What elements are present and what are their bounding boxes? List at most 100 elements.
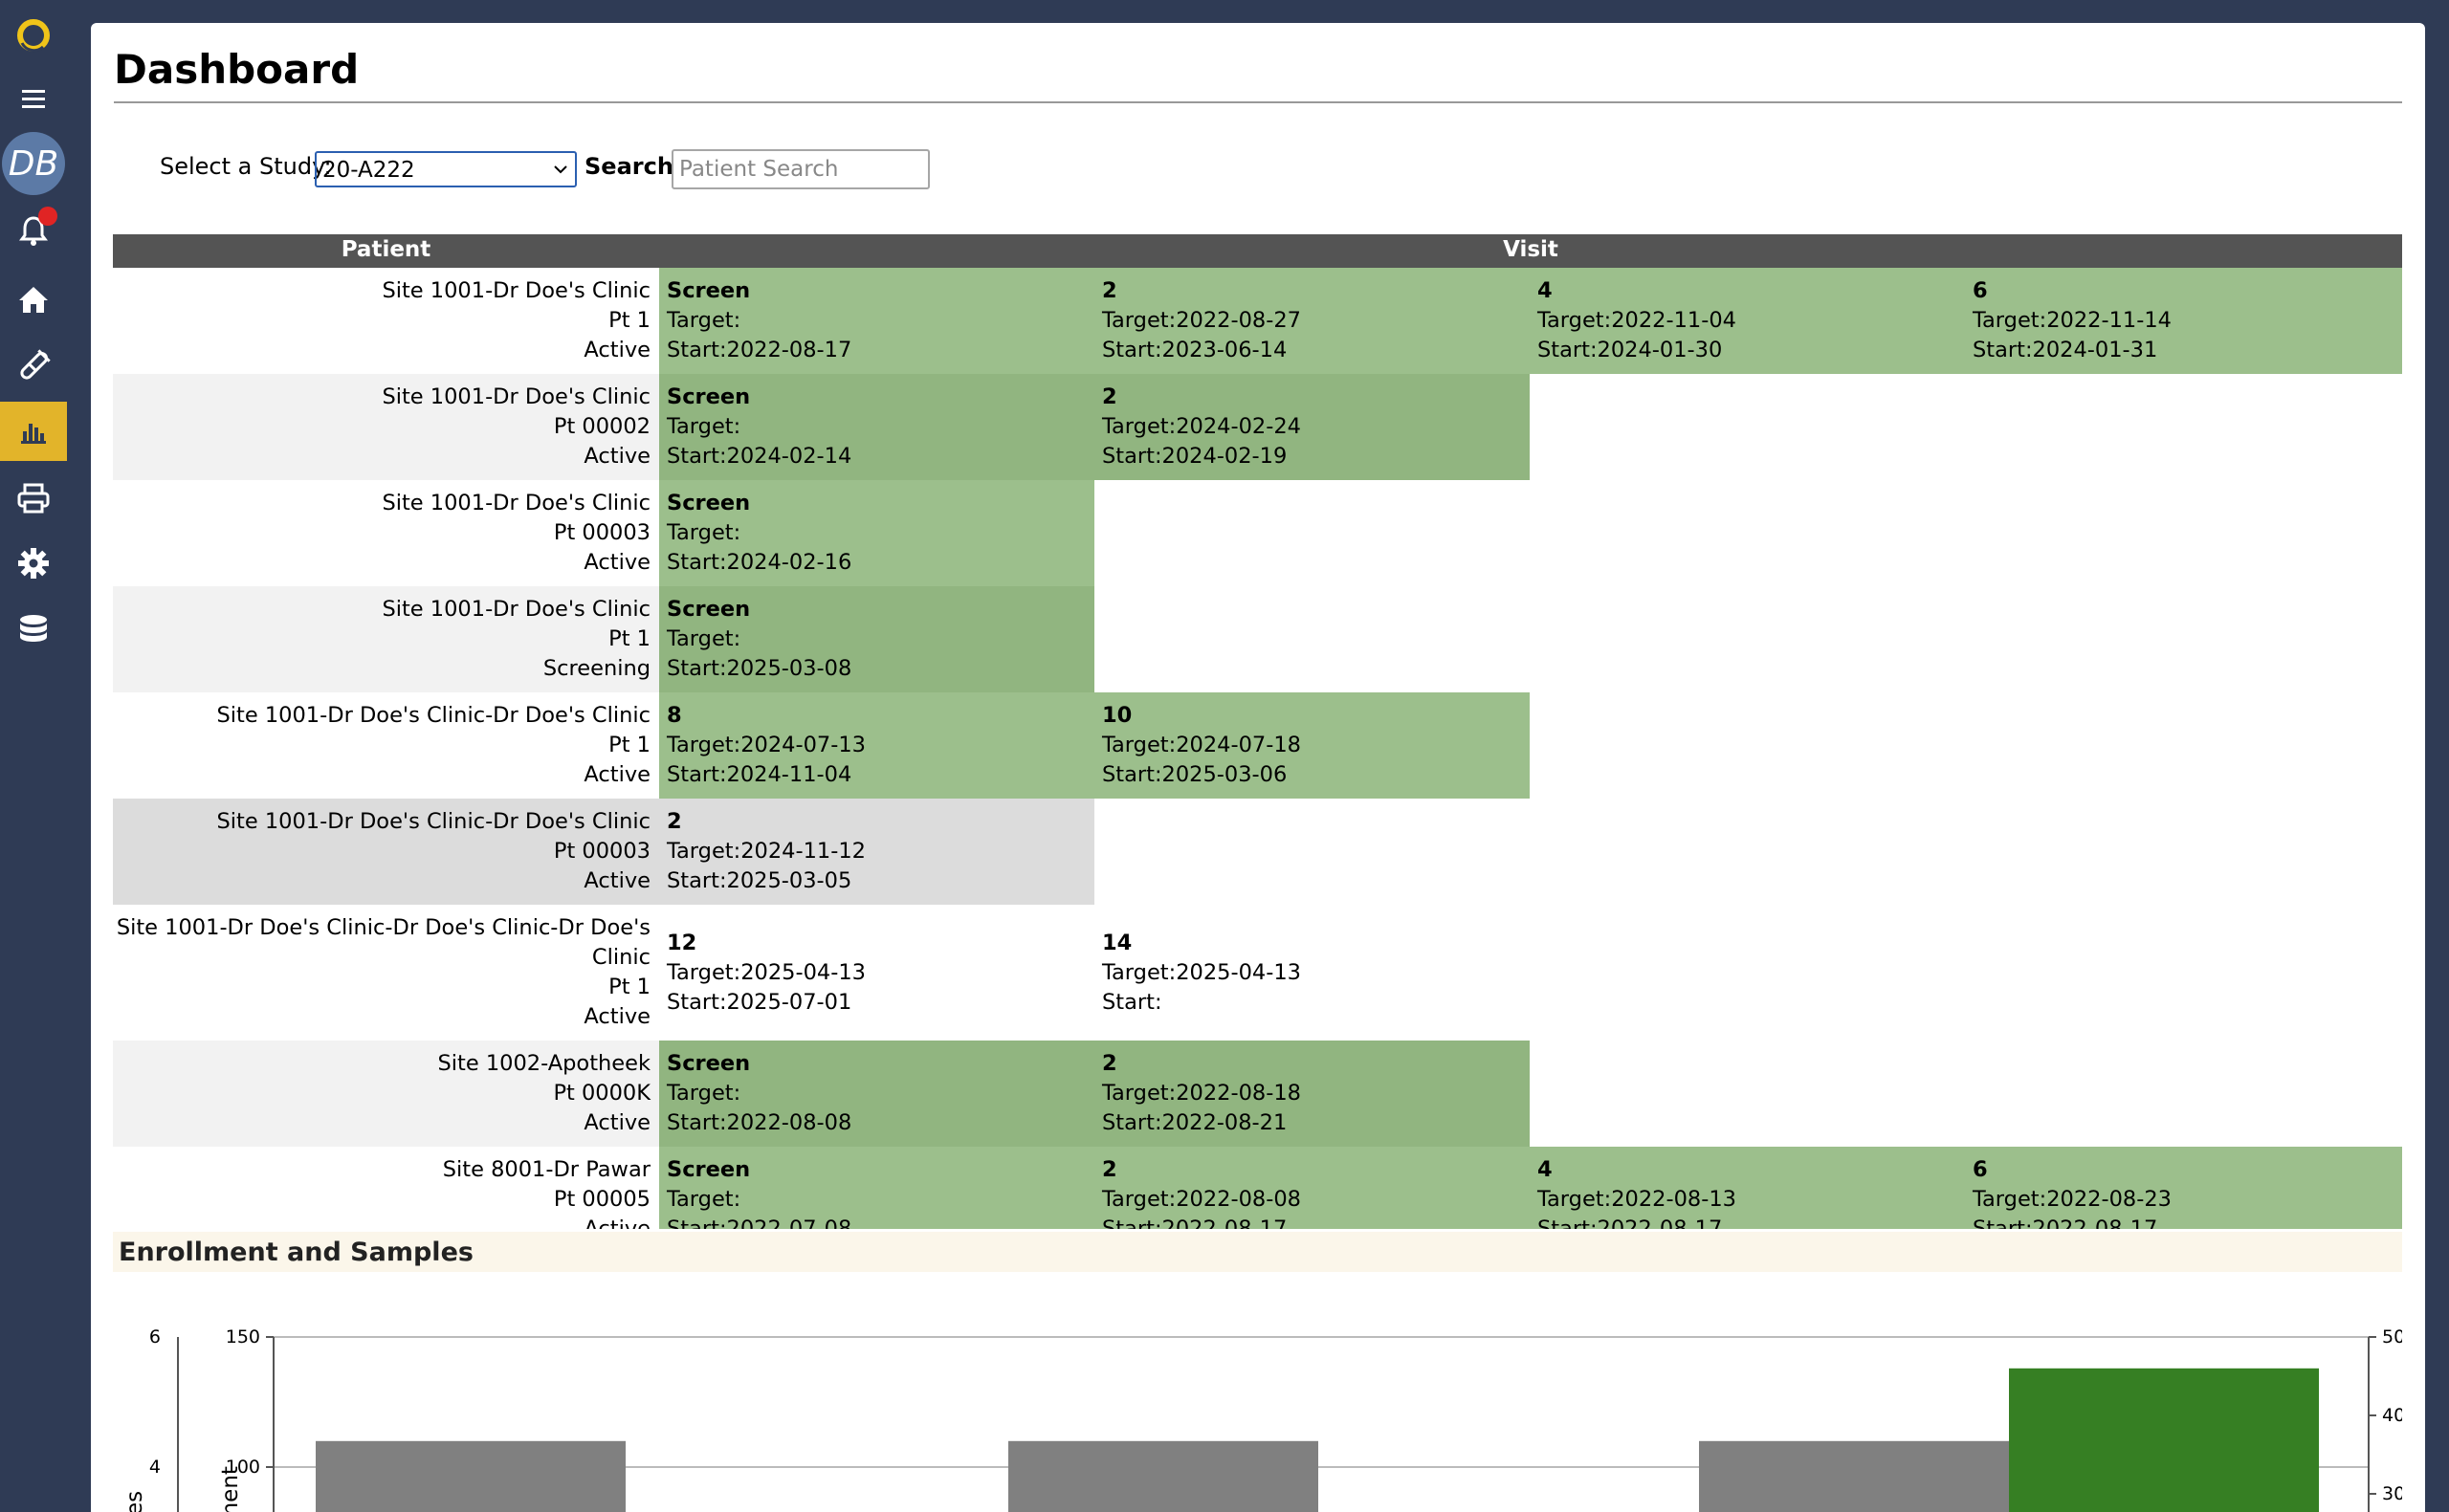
bar-chart-icon[interactable]: [0, 402, 67, 461]
visit-start: Start:2025-03-05: [667, 868, 852, 893]
y-tick-label-inner: 100: [226, 1457, 260, 1478]
table-row[interactable]: Site 1001-Dr Doe's Clinic Pt 1 Screening Sc…: [113, 586, 2402, 692]
visit-target: Target:: [667, 626, 741, 651]
visit-cell[interactable]: 2 Target:2022-08-18 Start:2022-08-21: [1094, 1041, 1530, 1147]
patient-cell[interactable]: Site 1001-Dr Doe's Clinic Pt 1 Active: [113, 268, 659, 374]
patient-line: Active: [584, 868, 651, 893]
visit-cell[interactable]: 6 Target:2022-11-14 Start:2024-01-31: [1965, 268, 2402, 374]
patient-line: Active: [584, 338, 651, 362]
patient-search-input[interactable]: [672, 149, 930, 189]
home-icon[interactable]: [0, 270, 67, 329]
visit-start: Start:2024-02-19: [1102, 444, 1288, 469]
patient-cell[interactable]: Site 8001-Dr Pawar Pt 00005 Active: [113, 1147, 659, 1229]
table-row[interactable]: Site 1001-Dr Doe's Clinic-Dr Doe's Clini…: [113, 905, 2402, 1041]
column-header-visit: Visit: [1503, 237, 1558, 262]
visit-cell[interactable]: 8 Target:2024-07-13 Start:2024-11-04: [659, 692, 1094, 799]
enrollment-section-header: Enrollment and Samples: [113, 1232, 2402, 1272]
search-label: Search: [585, 153, 673, 180]
test-tube-icon[interactable]: [0, 337, 67, 396]
study-select-value: 20-A222: [322, 158, 415, 183]
visit-cell[interactable]: 14 Target:2025-04-13 Start:: [1094, 905, 1530, 1041]
y-tick-label-inner: 150: [226, 1326, 260, 1348]
avatar[interactable]: DB: [2, 132, 65, 195]
table-row[interactable]: Site 8001-Dr Pawar Pt 00005 Active Screen Ta…: [113, 1147, 2402, 1229]
patient-cell[interactable]: Site 1001-Dr Doe's Clinic-Dr Doe's Clini…: [113, 692, 659, 799]
database-icon[interactable]: [0, 601, 67, 660]
table-row[interactable]: Site 1001-Dr Doe's Clinic-Dr Doe's Clini…: [113, 692, 2402, 799]
bar: [1699, 1440, 2009, 1512]
visit-target: Target:: [667, 414, 741, 439]
visit-number: 2: [1102, 1051, 1117, 1076]
visit-start: Start:2024-01-30: [1537, 338, 1723, 362]
visit-number: 2: [667, 809, 682, 834]
visit-number: Screen: [667, 597, 751, 622]
visit-target: Target:2025-04-13: [667, 959, 866, 985]
patient-line: Pt 00003: [553, 520, 651, 545]
visit-number: 10: [1102, 703, 1133, 728]
visit-cell[interactable]: 2 Target:2024-02-24 Start:2024-02-19: [1094, 374, 1530, 480]
visit-target: Target:2022-11-04: [1537, 308, 1736, 333]
logo-ring-icon[interactable]: [0, 6, 67, 65]
patient-cell[interactable]: Site 1002-Apotheek Pt 0000K Active: [113, 1041, 659, 1147]
visit-cell[interactable]: 2 Target:2022-08-08 Start:2022-08-17: [1094, 1147, 1530, 1229]
table-row[interactable]: Site 1002-Apotheek Pt 0000K Active Screen Ta…: [113, 1041, 2402, 1147]
visit-cell[interactable]: 10 Target:2024-07-18 Start:2025-03-06: [1094, 692, 1530, 799]
patient-line: Site 8001-Dr Pawar: [442, 1157, 651, 1182]
patient-line: Site 1001-Dr Doe's Clinic: [382, 278, 651, 303]
page-title: Dashboard: [114, 46, 360, 93]
visit-cell[interactable]: Screen Target: Start:2024-02-16: [659, 480, 1094, 586]
table-row[interactable]: Site 1001-Dr Doe's Clinic Pt 1 Active Scree…: [113, 268, 2402, 374]
patient-line: Active: [584, 1110, 651, 1135]
visit-cell[interactable]: 2 Target:2024-11-12 Start:2025-03-05: [659, 799, 1094, 905]
visit-cell[interactable]: Screen Target: Start:2022-07-08: [659, 1147, 1094, 1229]
visit-start: Start:2022-08-17: [1973, 1216, 2158, 1229]
visit-start: Start:2022-08-17: [1537, 1216, 1723, 1229]
visit-number: Screen: [667, 491, 751, 515]
y-tick-label-right: 50: [2382, 1326, 2402, 1348]
study-select[interactable]: 20-A222: [315, 151, 577, 187]
visit-cell[interactable]: 4 Target:2022-11-04 Start:2024-01-30: [1530, 268, 1965, 374]
patient-cell[interactable]: Site 1001-Dr Doe's Clinic Pt 00003 Active: [113, 480, 659, 586]
visit-start: Start:2022-08-17: [1102, 1216, 1288, 1229]
table-row[interactable]: Site 1001-Dr Doe's Clinic Pt 00003 Active S…: [113, 480, 2402, 586]
visit-cell[interactable]: Screen Target: Start:2024-02-14: [659, 374, 1094, 480]
bar: [2009, 1368, 2319, 1512]
visit-cell[interactable]: 4 Target:2022-08-13 Start:2022-08-17: [1530, 1147, 1965, 1229]
visit-number: Screen: [667, 384, 751, 409]
visit-target: Target:: [667, 1187, 741, 1212]
patient-line: Site 1002-Apotheek: [437, 1051, 651, 1076]
gear-icon[interactable]: [0, 534, 67, 593]
printer-icon[interactable]: [0, 469, 67, 528]
patient-cell[interactable]: Site 1001-Dr Doe's Clinic-Dr Doe's Clini…: [113, 905, 659, 1041]
visit-start: Start:2023-06-14: [1102, 338, 1288, 362]
visit-start: Start:2025-03-06: [1102, 762, 1288, 787]
patient-line: Site 1001-Dr Doe's Clinic-Dr Doe's Clini…: [216, 703, 651, 728]
visit-target: Target:2024-11-12: [667, 839, 866, 864]
patient-line: Pt 00005: [553, 1187, 651, 1212]
visit-cell[interactable]: 2 Target:2022-08-27 Start:2023-06-14: [1094, 268, 1530, 374]
visit-cell[interactable]: 12 Target:2025-04-13 Start:2025-07-01: [659, 905, 1094, 1041]
patient-line: Site 1001-Dr Doe's Clinic-Dr Doe's Clini…: [216, 809, 651, 834]
menu-icon[interactable]: [0, 70, 67, 129]
patient-line: Screening: [542, 656, 651, 681]
patient-line: Active: [584, 444, 651, 469]
patient-cell[interactable]: Site 1001-Dr Doe's Clinic-Dr Doe's Clini…: [113, 799, 659, 905]
visit-cell[interactable]: 6 Target:2022-08-23 Start:2022-08-17: [1965, 1147, 2402, 1229]
visit-cell[interactable]: Screen Target: Start:2025-03-08: [659, 586, 1094, 692]
patient-visit-table[interactable]: Patient Visit Site 1001-Dr Doe's Clinic P…: [113, 234, 2402, 1229]
patient-cell[interactable]: Site 1001-Dr Doe's Clinic Pt 1 Screening: [113, 586, 659, 692]
table-header: Patient Visit: [113, 234, 2402, 268]
bell-icon[interactable]: [0, 201, 67, 260]
enrollment-title: Enrollment and Samples: [119, 1238, 474, 1267]
sidebar: DB: [0, 0, 67, 1512]
patient-line: Site 1001-Dr Doe's Clinic: [382, 384, 651, 409]
visit-number: 2: [1102, 278, 1117, 303]
table-row[interactable]: Site 1001-Dr Doe's Clinic-Dr Doe's Clini…: [113, 799, 2402, 905]
table-row[interactable]: Site 1001-Dr Doe's Clinic Pt 00002 Active S…: [113, 374, 2402, 480]
visit-cell[interactable]: Screen Target: Start:2022-08-17: [659, 268, 1094, 374]
visit-cell[interactable]: Screen Target: Start:2022-08-08: [659, 1041, 1094, 1147]
visit-number: 4: [1537, 278, 1553, 303]
y-tick-label-right: 30: [2382, 1483, 2402, 1504]
patient-cell[interactable]: Site 1001-Dr Doe's Clinic Pt 00002 Active: [113, 374, 659, 480]
visit-start: Start:2024-11-04: [667, 762, 852, 787]
